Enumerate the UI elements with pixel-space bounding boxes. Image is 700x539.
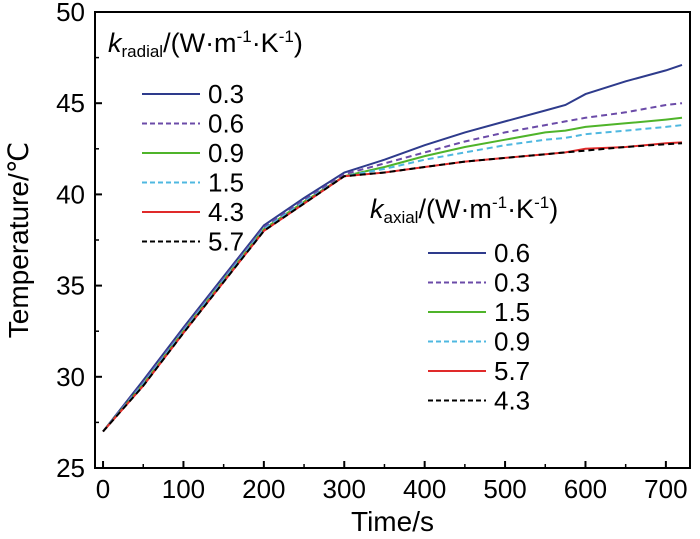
legend-label: 5.7 [494, 356, 530, 386]
legend-label: 1.5 [494, 297, 530, 327]
legend-label: 4.3 [494, 386, 530, 416]
series-line-3 [102, 116, 683, 433]
y-tick-label: 45 [56, 88, 85, 118]
y-tick-label: 40 [56, 179, 85, 209]
y-tick-label: 30 [56, 362, 85, 392]
plot-frame [94, 11, 691, 469]
legend-label: 0.6 [208, 109, 244, 139]
ticks-layer: 0 100 200 300 400 500 600 700 25 30 35 40 45 50 [56, 0, 687, 504]
x-tick-label: 500 [483, 474, 526, 504]
legend-label: 0.3 [494, 268, 530, 298]
legend-label: 0.3 [208, 79, 244, 109]
x-tick-label: 100 [162, 474, 205, 504]
legend-label: 5.7 [208, 227, 244, 257]
y-tick-label: 35 [56, 271, 85, 301]
series-line-1 [102, 63, 683, 433]
x-tick-label: 0 [96, 474, 110, 504]
series-line-6 [102, 142, 683, 433]
series-line-4 [102, 124, 683, 433]
series-line-2 [102, 102, 683, 433]
x-tick-label: 400 [403, 474, 446, 504]
series-line-5 [102, 141, 683, 433]
series-layer [102, 63, 683, 433]
x-axis-label: Time/s [351, 506, 434, 537]
legend-label: 0.9 [494, 327, 530, 357]
legend-label: 1.5 [208, 168, 244, 198]
legend-title: kradial/(W·m-1·K-1) [108, 27, 303, 61]
y-axis-label: Temperature/℃ [3, 142, 34, 338]
x-tick-label: 300 [323, 474, 366, 504]
legend-title: kaxial/(W·m-1·K-1) [370, 193, 558, 227]
y-tick-label: 25 [56, 453, 85, 483]
x-tick-label: 600 [564, 474, 607, 504]
x-tick-label: 200 [242, 474, 285, 504]
y-tick-label: 50 [56, 0, 85, 27]
legend-label: 4.3 [208, 197, 244, 227]
x-tick-label: 700 [644, 474, 687, 504]
legend-label: 0.9 [208, 138, 244, 168]
legend-label: 0.6 [494, 238, 530, 268]
legend-layer: kradial/(W·m-1·K-1)0.30.60.91.54.35.7kax… [108, 27, 558, 416]
